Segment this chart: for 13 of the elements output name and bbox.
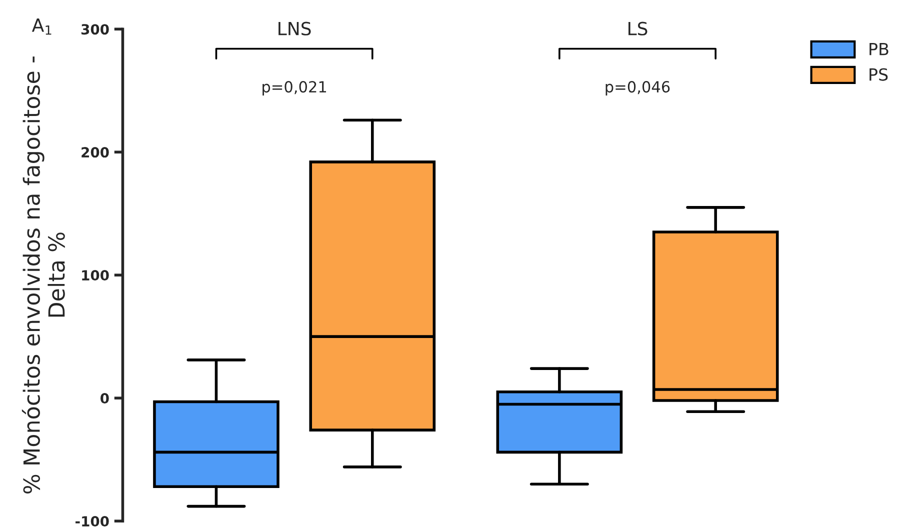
annotation: p=0,021 [262,81,326,96]
y-tick-label: 100 [82,270,109,281]
text: A$_{1}$ [32,18,52,35]
x-tick-label: LNS [278,22,311,36]
y-tick-label: 200 [82,147,109,158]
legend-label: PS [870,68,888,81]
legend-label: PB [870,42,888,56]
y-tick-label: -100 [76,516,109,527]
annotation: p=0,046 [606,81,670,96]
x-tick-label: LS [628,22,648,36]
y-axis-title: % Monócitos envolvidos na fagocitose - Delta % [22,56,65,494]
y-tick-label: 0 [100,393,109,404]
y-tick-label: 300 [81,24,109,35]
